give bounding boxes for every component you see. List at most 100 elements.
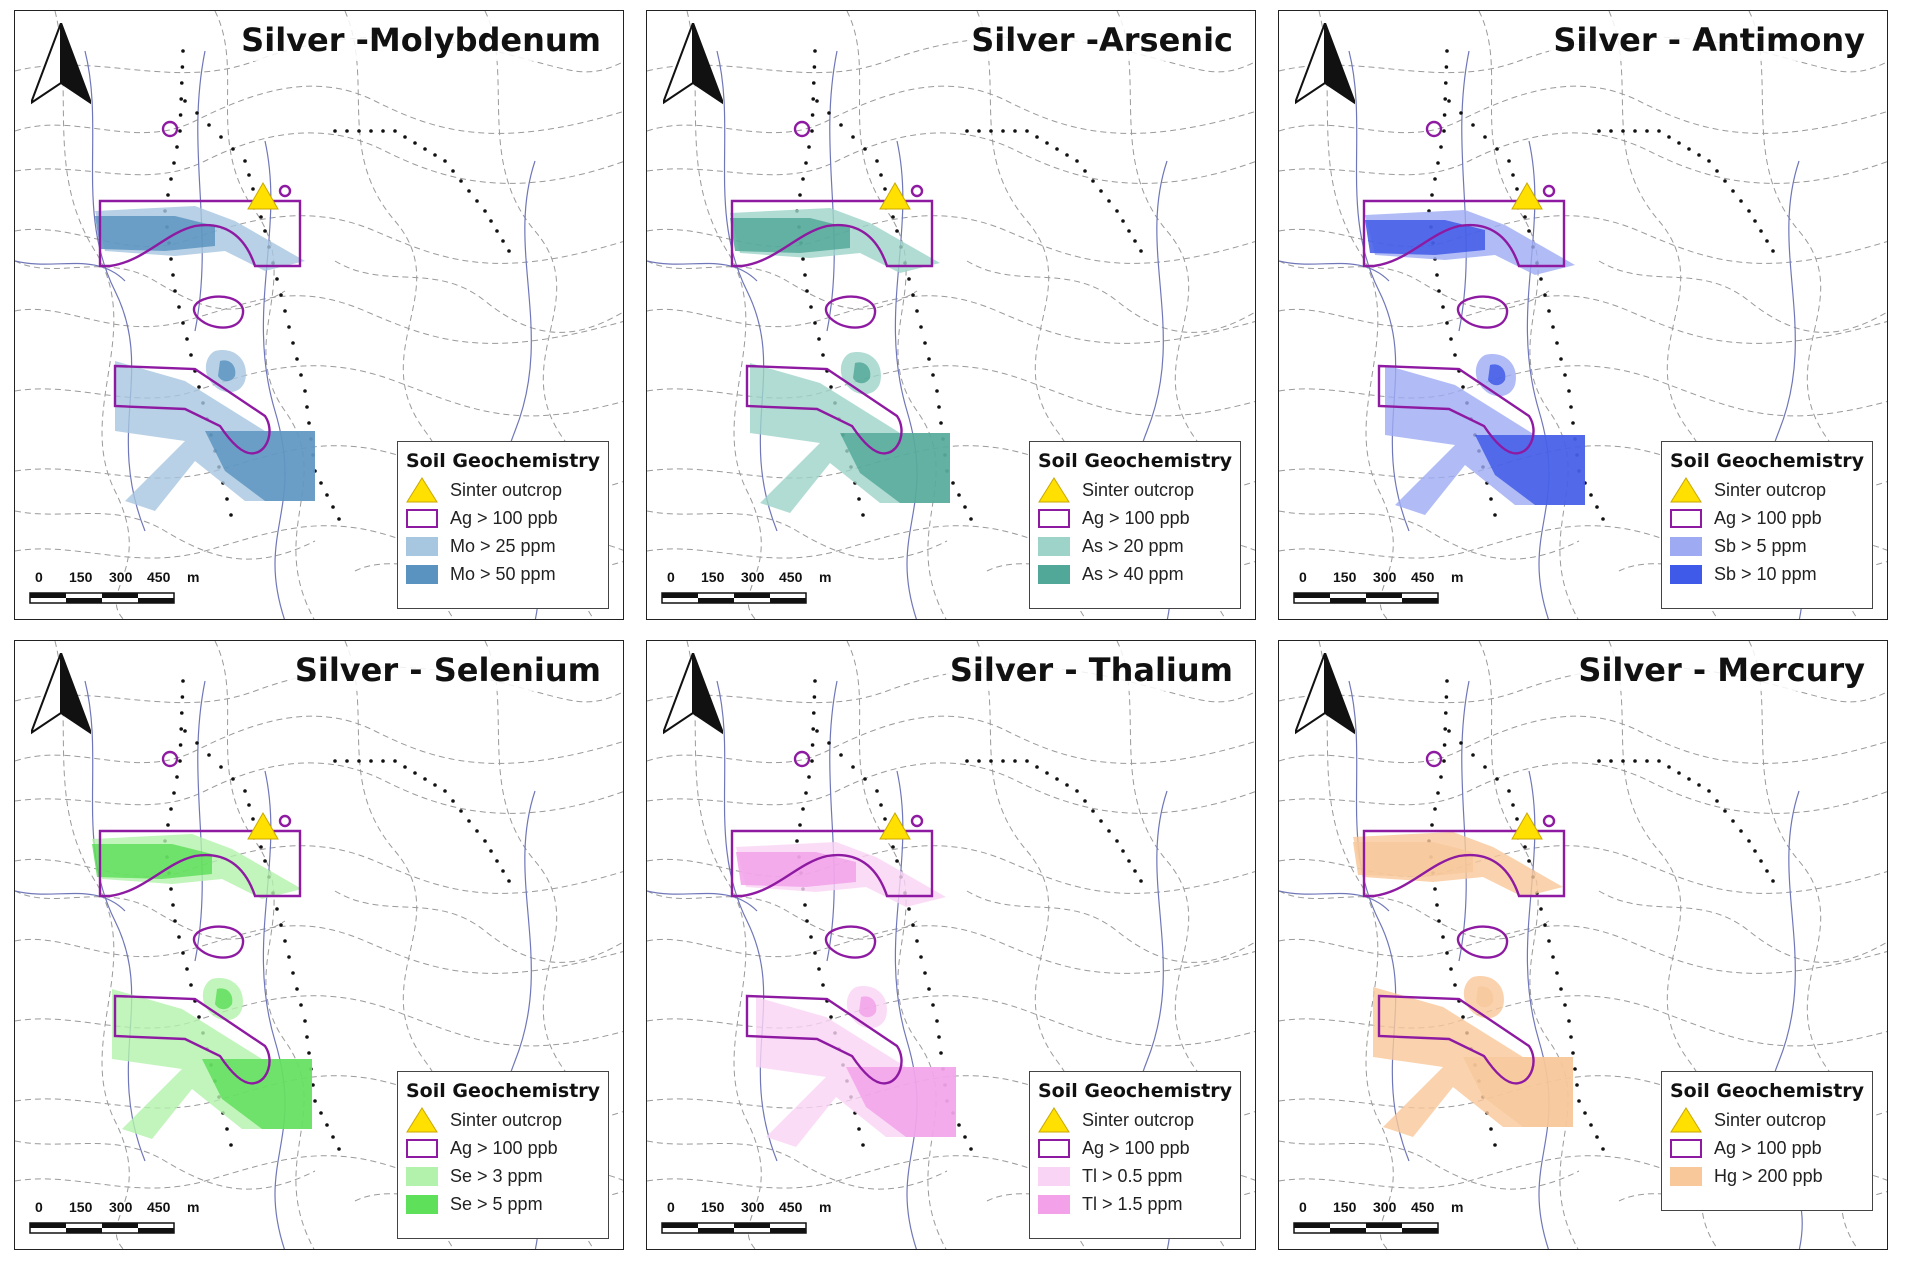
legend-item: As > 20 ppm	[1038, 532, 1232, 560]
legend-item: Sinter outcrop	[406, 1106, 600, 1134]
topographic-map	[1279, 641, 1887, 1249]
panel-title: Silver -Molybdenum	[237, 19, 605, 61]
legend-item: Se > 5 ppm	[406, 1190, 600, 1218]
scale-unit-label: m	[187, 569, 200, 585]
legend-item: Sinter outcrop	[1038, 1106, 1232, 1134]
north-arrow-icon	[1295, 653, 1355, 735]
north-arrow-icon	[31, 653, 91, 735]
scale-bar-graphic	[661, 592, 807, 604]
legend-item: Sinter outcrop	[1670, 476, 1864, 504]
panel-title: Silver - Selenium	[290, 649, 605, 691]
fill-swatch	[406, 536, 438, 556]
ag-outline-swatch	[406, 508, 438, 528]
map-panel: Silver - Mercury Soil Geochemistry Sinter …	[1278, 640, 1888, 1250]
scale-bar-graphic	[661, 1222, 807, 1234]
map-panel: Silver - Selenium Soil Geochemistry Sinter…	[14, 640, 624, 1250]
legend-title: Soil Geochemistry	[1670, 450, 1865, 472]
legend-item: Ag > 100 ppb	[406, 1134, 600, 1162]
legend-label: Tl > 0.5 ppm	[1082, 1165, 1183, 1186]
north-arrow-icon	[663, 23, 723, 105]
scale-tick-label: 0	[35, 569, 43, 585]
scale-unit-label: m	[187, 1199, 200, 1215]
legend-item: Ag > 100 ppb	[1038, 504, 1232, 532]
legend-label: Sinter outcrop	[1714, 1109, 1827, 1130]
sinter-triangle-icon	[406, 477, 438, 503]
scale-tick-label: 150	[69, 1199, 93, 1215]
fill-swatch	[1670, 1166, 1702, 1186]
legend-title: Soil Geochemistry	[1038, 1080, 1233, 1102]
north-arrow-icon	[663, 653, 723, 735]
scale-tick-label: 300	[109, 569, 133, 585]
legend-item: Sinter outcrop	[406, 476, 600, 504]
scale-tick-label: 150	[1333, 1199, 1357, 1215]
scale-bar-graphic	[29, 1222, 175, 1234]
legend-label: Ag > 100 ppb	[1082, 1137, 1190, 1158]
legend-title: Soil Geochemistry	[406, 1080, 601, 1102]
scale-bar: 0 150 300 450 m	[1293, 1199, 1493, 1239]
fill-swatch	[1038, 1194, 1070, 1214]
scale-bar: 0 150 300 450 m	[661, 1199, 861, 1239]
legend-label: Sinter outcrop	[1082, 1109, 1195, 1130]
legend-item: Sb > 10 ppm	[1670, 560, 1864, 588]
scale-tick-label: 0	[667, 569, 675, 585]
scale-unit-label: m	[819, 569, 832, 585]
ag-outline-swatch	[1038, 1138, 1070, 1158]
legend-label: Se > 3 ppm	[450, 1165, 543, 1186]
scale-tick-label: 300	[741, 569, 765, 585]
scale-tick-label: 0	[1299, 569, 1307, 585]
legend-item: Sinter outcrop	[1038, 476, 1232, 504]
ag-outline	[98, 750, 302, 1085]
topographic-map	[647, 11, 1255, 619]
legend-label: Ag > 100 ppb	[450, 507, 558, 528]
scale-tick-label: 450	[779, 1199, 803, 1215]
map-panel: Silver -Molybdenum Soil Geochemistry Sinte…	[14, 10, 624, 620]
ag-outline-swatch	[1038, 508, 1070, 528]
map-panel: Silver -Arsenic Soil Geochemistry Sinter o…	[646, 10, 1256, 620]
fill-swatch	[1670, 564, 1702, 584]
legend-label: Sinter outcrop	[1082, 479, 1195, 500]
anomaly-zones	[730, 208, 950, 513]
scale-tick-label: 300	[1373, 1199, 1397, 1215]
ag-outline	[730, 120, 934, 455]
ag-outline	[1362, 120, 1566, 455]
fill-swatch	[406, 564, 438, 584]
legend-label: Tl > 1.5 ppm	[1082, 1193, 1183, 1214]
anomaly-zones	[1365, 210, 1585, 515]
fill-swatch	[406, 1194, 438, 1214]
legend-item: Sb > 5 ppm	[1670, 532, 1864, 560]
legend-item: Mo > 50 ppm	[406, 560, 600, 588]
legend-label: Mo > 25 ppm	[450, 535, 556, 556]
sinter-outcrop-marker	[1511, 181, 1543, 210]
scale-bar-graphic	[29, 592, 175, 604]
panel-title: Silver - Mercury	[1574, 649, 1869, 691]
sinter-triangle-icon	[1670, 1107, 1702, 1133]
topographic-map	[15, 11, 623, 619]
topographic-map	[647, 641, 1255, 1249]
ag-outline-swatch	[1670, 1138, 1702, 1158]
legend-label: Sb > 10 ppm	[1714, 563, 1817, 584]
legend-label: Sinter outcrop	[450, 479, 563, 500]
anomaly-zones	[1353, 832, 1573, 1137]
legend-label: Sinter outcrop	[1714, 479, 1827, 500]
north-arrow-icon	[31, 23, 91, 105]
anomaly-zones	[95, 206, 315, 511]
legend-label: Mo > 50 ppm	[450, 563, 556, 584]
scale-tick-label: 0	[1299, 1199, 1307, 1215]
panel-title: Silver - Thalium	[945, 649, 1237, 691]
legend-item: Tl > 0.5 ppm	[1038, 1162, 1232, 1190]
legend-item: Ag > 100 ppb	[406, 504, 600, 532]
legend: Soil Geochemistry Sinter outcrop Ag > 100 …	[397, 1071, 609, 1239]
scale-tick-label: 450	[147, 569, 171, 585]
legend-label: Ag > 100 ppb	[450, 1137, 558, 1158]
legend-label: Sinter outcrop	[450, 1109, 563, 1130]
legend-label: Ag > 100 ppb	[1714, 1137, 1822, 1158]
legend-item: As > 40 ppm	[1038, 560, 1232, 588]
legend: Soil Geochemistry Sinter outcrop Ag > 100 …	[1029, 1071, 1241, 1239]
ag-outline-swatch	[1670, 508, 1702, 528]
legend: Soil Geochemistry Sinter outcrop Ag > 100 …	[1661, 441, 1873, 609]
scale-tick-label: 150	[701, 1199, 725, 1215]
fill-swatch	[1038, 536, 1070, 556]
map-panel: Silver - Thalium Soil Geochemistry Sinter …	[646, 640, 1256, 1250]
sinter-outcrop-marker	[247, 811, 279, 840]
fill-swatch	[1038, 1166, 1070, 1186]
